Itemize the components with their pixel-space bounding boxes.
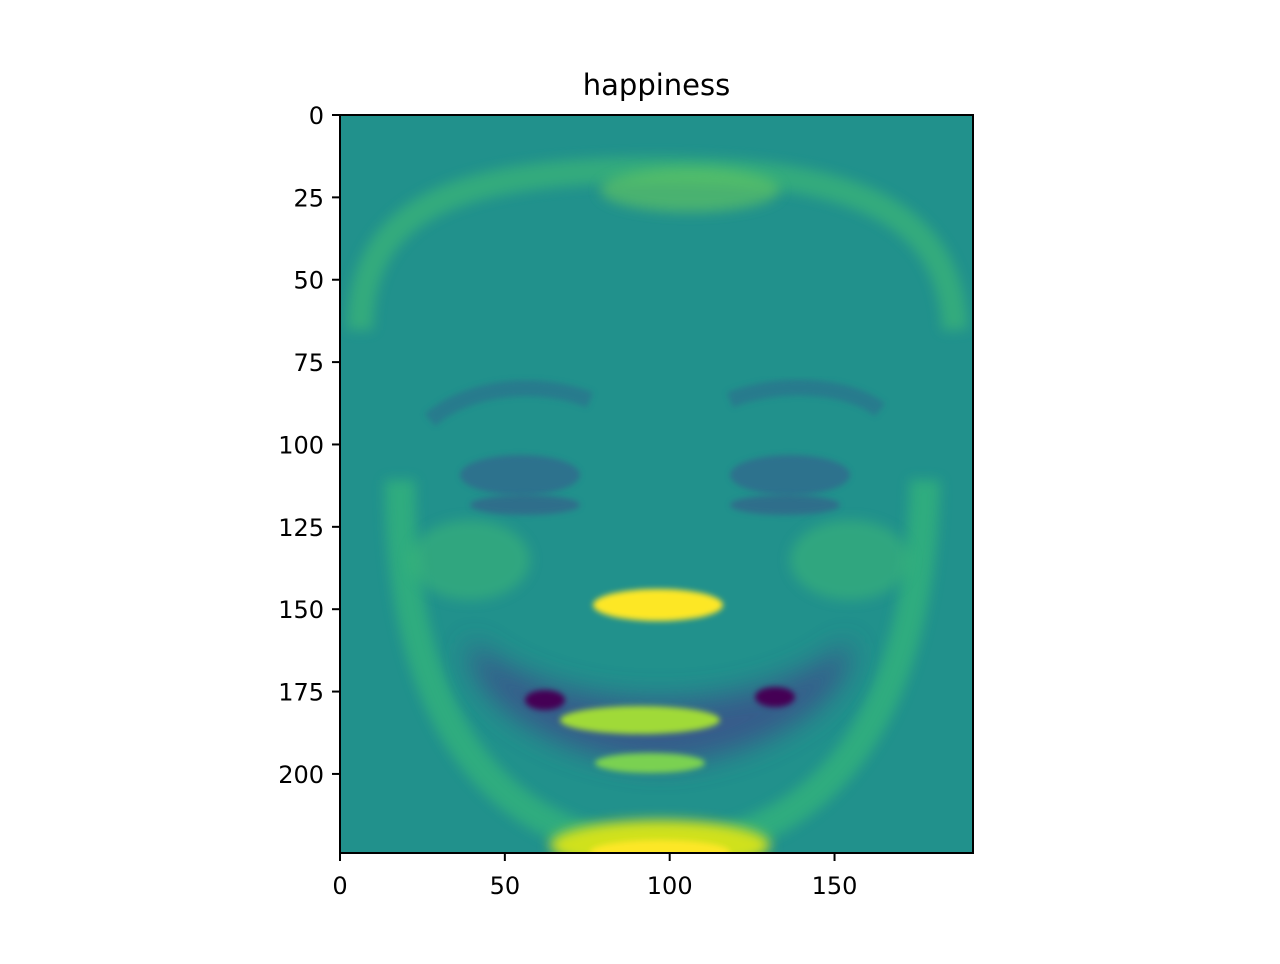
x-axis: 0 50 100 150 bbox=[332, 853, 857, 900]
chart-title: happiness bbox=[582, 68, 731, 102]
y-axis: 0 25 50 75 100 125 150 175 200 bbox=[278, 102, 340, 789]
face-heatmap-image bbox=[340, 115, 973, 853]
y-tick-label: 150 bbox=[278, 596, 324, 624]
x-tick-label: 0 bbox=[332, 872, 347, 900]
x-tick-label: 150 bbox=[812, 872, 858, 900]
x-tick-label: 100 bbox=[647, 872, 693, 900]
y-tick-label: 175 bbox=[278, 679, 324, 707]
y-tick-label: 75 bbox=[293, 349, 324, 377]
y-tick-label: 0 bbox=[309, 102, 324, 130]
x-tick-label: 50 bbox=[490, 872, 521, 900]
y-tick-label: 100 bbox=[278, 431, 324, 459]
y-tick-label: 200 bbox=[278, 761, 324, 789]
y-tick-label: 125 bbox=[278, 514, 324, 542]
y-tick-label: 50 bbox=[293, 267, 324, 295]
plot-frame bbox=[339, 114, 974, 854]
y-tick-label: 25 bbox=[293, 184, 324, 212]
